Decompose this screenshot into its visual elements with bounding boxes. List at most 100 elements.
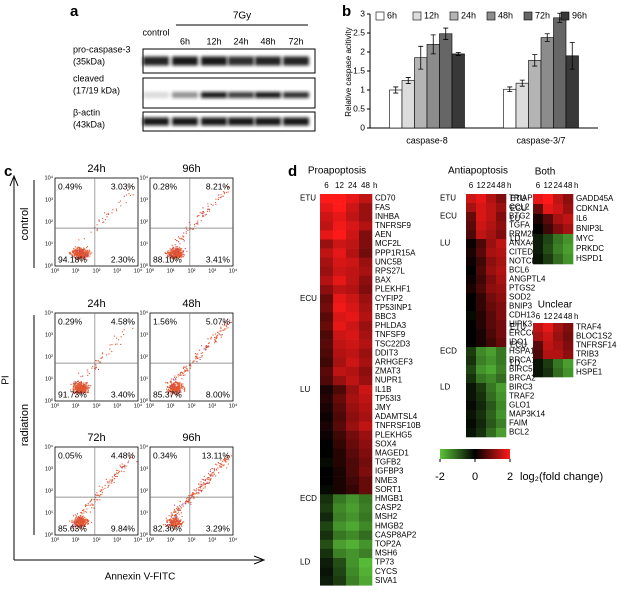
heatmap-cell (496, 194, 506, 203)
event-dot (198, 492, 199, 493)
heatmap-cell (486, 284, 496, 293)
panel-label: c (4, 163, 12, 180)
event-dot (220, 328, 221, 329)
blot-band (255, 118, 281, 126)
event-dot (108, 214, 109, 215)
event-dot (96, 360, 97, 361)
heatmap-cell (346, 558, 359, 567)
heatmap-cell (476, 401, 486, 410)
heatmap-cell (320, 340, 333, 349)
event-dot (215, 204, 216, 205)
event-dot (74, 249, 75, 250)
axis-tick-label: 10¹ (72, 537, 80, 543)
event-dot (172, 384, 173, 385)
heatmap-cell (543, 254, 553, 264)
event-dot (174, 377, 175, 378)
block-title: Both (535, 167, 556, 178)
axis-tick-label: 10⁴ (45, 309, 54, 316)
heatmap-cell (486, 212, 496, 221)
axis-tick-label: 10¹ (140, 241, 148, 247)
heatmap-cell (543, 341, 553, 350)
heatmap-cell (563, 323, 573, 332)
heatmap-cell (346, 458, 359, 467)
heatmap-cell (476, 428, 486, 437)
event-dot (197, 222, 198, 223)
heatmap-cell (359, 412, 372, 421)
heatmap-cell (359, 249, 372, 258)
event-dot (181, 378, 182, 379)
gene-name: BNIP3 (509, 302, 533, 311)
event-dot (83, 516, 84, 517)
blot-band (201, 92, 227, 98)
event-dot (76, 382, 77, 383)
event-dot (195, 353, 196, 354)
event-dot (170, 248, 171, 249)
heatmap-cell (563, 204, 573, 214)
heatmap-cell (543, 368, 553, 377)
event-dot (172, 251, 173, 252)
bar (390, 90, 403, 128)
event-dot (80, 519, 81, 520)
event-dot (111, 344, 112, 345)
event-dot (185, 248, 186, 249)
event-dot (186, 229, 187, 230)
heatmap-cell (543, 194, 553, 204)
heatmap-cell (466, 311, 476, 320)
event-dot (176, 250, 177, 251)
event-dot (116, 338, 117, 339)
event-dot (173, 250, 174, 251)
event-dot (89, 256, 90, 257)
event-dot (89, 250, 90, 251)
heatmap-cell (320, 440, 333, 449)
heatmap-cell (533, 350, 543, 359)
event-dot (109, 348, 110, 349)
quadrant-percent: 91.73% (58, 389, 87, 399)
x-tick-label: caspase-3/7 (516, 135, 565, 145)
event-dot (182, 516, 183, 517)
event-dot (220, 197, 221, 198)
heatmap-cell (486, 248, 496, 257)
event-dot (109, 482, 110, 483)
event-dot (87, 519, 88, 520)
event-dot (184, 387, 185, 388)
event-dot (182, 254, 183, 255)
quadrant-percent: 8.21% (206, 181, 231, 191)
heatmap-cell (333, 331, 346, 340)
event-dot (168, 250, 169, 251)
row-label: control (19, 207, 31, 240)
event-dot (114, 478, 115, 479)
event-dot (167, 251, 168, 252)
event-dot (198, 493, 199, 494)
event-dot (174, 509, 175, 510)
heatmap-cell (466, 284, 476, 293)
event-dot (224, 460, 225, 461)
gene-name: TRIB3 (576, 350, 599, 359)
event-dot (91, 252, 92, 253)
heatmap-cell (563, 341, 573, 350)
axis-tick-label: 10² (140, 488, 148, 494)
heatmap-cell (476, 275, 486, 284)
event-dot (92, 366, 93, 367)
y-axis-label: PI (1, 375, 12, 384)
heatmap-cell (563, 214, 573, 224)
axis-tick-label: 10⁰ (146, 536, 155, 543)
heatmap-cell (466, 374, 476, 383)
event-dot (175, 515, 176, 516)
event-dot (136, 461, 137, 462)
event-dot (127, 462, 128, 463)
event-dot (82, 385, 83, 386)
gene-name: TRAF2 (509, 392, 535, 401)
event-dot (185, 501, 186, 502)
heatmap-cell (533, 341, 543, 350)
event-dot (111, 351, 112, 352)
heatmap-cell (346, 385, 359, 394)
column-label: 6 (469, 181, 474, 190)
event-dot (95, 360, 96, 361)
event-dot (181, 248, 182, 249)
heatmap-cell (320, 576, 333, 585)
event-dot (207, 345, 208, 346)
event-dot (212, 205, 213, 206)
heatmap-cell (346, 485, 359, 494)
event-dot (195, 356, 196, 357)
event-dot (224, 328, 225, 329)
